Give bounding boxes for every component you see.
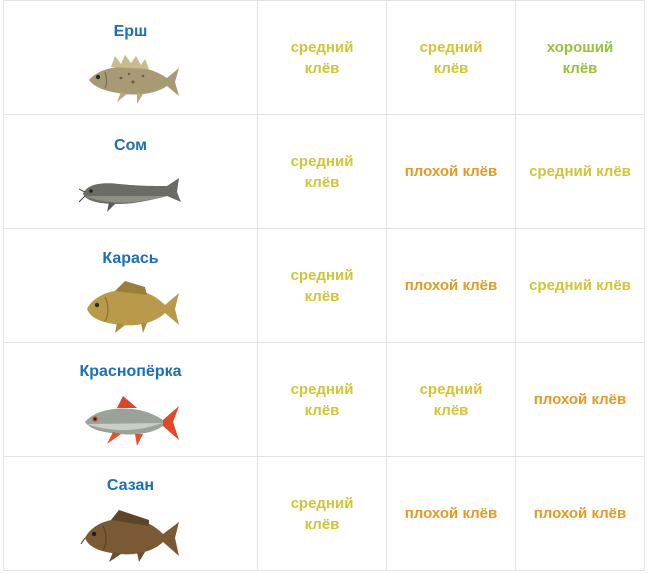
bite-value: плохой клёв — [404, 163, 498, 180]
crucian-carp-icon — [86, 281, 179, 333]
bite-cell: средний клёв — [257, 0, 387, 115]
fish-cell: Сом — [3, 114, 258, 229]
bite-cell: средний клёв — [257, 456, 387, 571]
bite-value: плохой клёв — [533, 391, 627, 408]
bite-value: средний клёв — [290, 380, 354, 419]
bite-cell: средний клёв — [386, 0, 516, 115]
fish-name: Сазан — [106, 477, 155, 494]
bite-value: плохой клёв — [404, 505, 498, 522]
rudd-fish-icon — [84, 396, 179, 446]
bite-value: плохой клёв — [533, 505, 627, 522]
fish-cell: Карась — [3, 228, 258, 343]
bite-value: средний клёв — [529, 163, 631, 180]
table-row: Краснопёрка средний клёв средний клёв пл… — [3, 342, 645, 457]
fish-cell: Краснопёрка — [3, 342, 258, 457]
fish-name: Краснопёрка — [79, 363, 182, 380]
bite-value: хороший клёв — [546, 38, 614, 77]
table-row: Сом средний клёв плохой клёв средний клё… — [3, 114, 645, 229]
bite-cell: средний клёв — [386, 342, 516, 457]
fish-name: Ерш — [113, 23, 148, 40]
bite-cell: средний клёв — [257, 114, 387, 229]
bite-value: средний клёв — [419, 380, 483, 419]
table-row: Ерш средний клёв средний клёв хороший кл… — [3, 0, 645, 115]
carp-icon — [80, 510, 179, 562]
fish-name: Карась — [102, 250, 159, 267]
bite-cell: плохой клёв — [386, 114, 516, 229]
bite-cell: плохой клёв — [386, 456, 516, 571]
bite-value: плохой клёв — [404, 277, 498, 294]
bite-value: средний клёв — [290, 152, 354, 191]
table-row: Сазан средний клёв плохой клёв плохой кл… — [3, 456, 645, 571]
bite-value: средний клёв — [290, 38, 354, 77]
catfish-icon — [78, 178, 181, 212]
bite-value: средний клёв — [529, 277, 631, 294]
bite-cell: средний клёв — [515, 228, 645, 343]
bite-cell: средний клёв — [257, 228, 387, 343]
bite-cell: плохой клёв — [515, 456, 645, 571]
bite-cell: средний клёв — [257, 342, 387, 457]
ruffe-fish-icon — [88, 55, 179, 104]
bite-cell: плохой клёв — [386, 228, 516, 343]
bite-value: средний клёв — [290, 266, 354, 305]
bite-value: средний клёв — [290, 494, 354, 533]
fish-name: Сом — [114, 137, 147, 154]
bite-cell: плохой клёв — [515, 342, 645, 457]
bite-cell: хороший клёв — [515, 0, 645, 115]
fish-cell: Сазан — [3, 456, 258, 571]
fish-cell: Ерш — [3, 0, 258, 115]
bite-forecast-table: Ерш средний клёв средний клёв хороший кл… — [3, 0, 645, 571]
table-row: Карась средний клёв плохой клёв средний … — [3, 228, 645, 343]
bite-value: средний клёв — [419, 38, 483, 77]
bite-cell: средний клёв — [515, 114, 645, 229]
